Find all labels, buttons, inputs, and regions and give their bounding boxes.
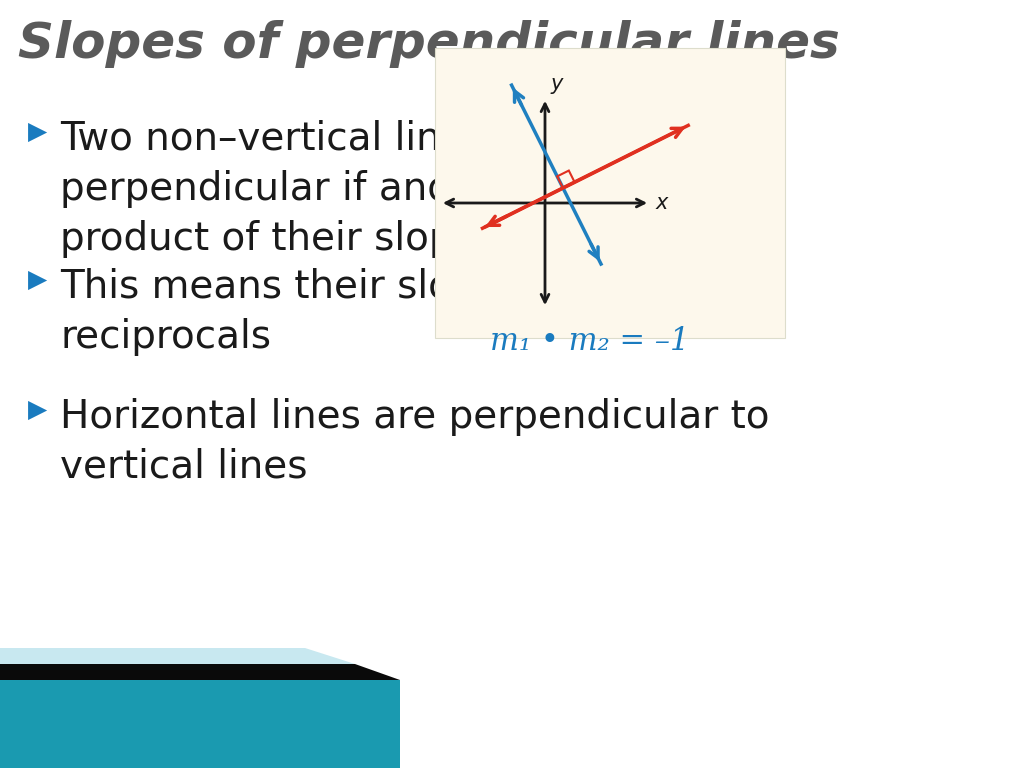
Text: Slopes of perpendicular lines: Slopes of perpendicular lines	[18, 20, 840, 68]
Polygon shape	[0, 648, 355, 664]
Text: Horizontal lines are perpendicular to
vertical lines: Horizontal lines are perpendicular to ve…	[60, 398, 769, 486]
Text: Two non–vertical lines are
perpendicular if and only if the
product of their slo: Two non–vertical lines are perpendicular…	[60, 120, 659, 258]
Polygon shape	[0, 680, 400, 768]
Text: ▶: ▶	[28, 120, 47, 144]
Text: m₁ • m₂ = –1: m₁ • m₂ = –1	[490, 326, 689, 357]
Text: ▶: ▶	[28, 398, 47, 422]
Polygon shape	[0, 664, 400, 680]
Text: x: x	[656, 193, 669, 213]
Text: This means their slopes are opposite
reciprocals: This means their slopes are opposite rec…	[60, 268, 775, 356]
Text: ▶: ▶	[28, 268, 47, 292]
Bar	[435, 48, 785, 338]
Text: y: y	[551, 74, 563, 94]
